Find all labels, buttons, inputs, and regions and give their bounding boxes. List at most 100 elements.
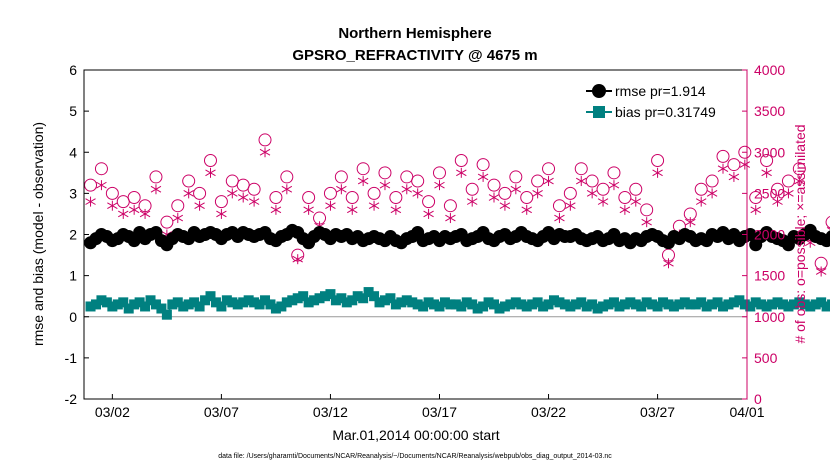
obs-assimilated-point: [336, 184, 347, 195]
obs-assimilated-point: [150, 184, 162, 195]
obs-assimilated-point: [390, 204, 402, 215]
bias-point: [210, 297, 221, 308]
obs-assimilated-point: [652, 167, 663, 178]
y-axis-left: -2 -1 0 1 2 3 4 5 6: [65, 62, 89, 407]
bias-point: [167, 299, 178, 310]
obs-assimilated-point: [641, 217, 652, 228]
bias-point: [401, 295, 412, 306]
obs-assimilated-point: [412, 188, 423, 199]
bias-point: [325, 289, 336, 300]
bias-point: [434, 301, 445, 312]
obs-possible-point: [367, 186, 381, 200]
bias-point: [461, 297, 472, 308]
bias-point: [292, 293, 303, 304]
y-tick-label: 0: [69, 309, 77, 325]
bias-point: [821, 301, 830, 312]
bias-point: [489, 299, 500, 310]
bias-point: [565, 301, 576, 312]
bias-point: [232, 299, 243, 310]
x-tick-label: 03/07: [204, 404, 239, 420]
bias-point: [603, 299, 614, 310]
obs-assimilated-point: [281, 184, 293, 195]
bias-point: [390, 299, 401, 310]
obs-possible-point: [411, 174, 425, 188]
bias-point: [794, 297, 805, 308]
bias-point: [745, 301, 756, 312]
bias-point: [570, 299, 581, 310]
bias-point: [249, 297, 260, 308]
obs-possible-point: [574, 162, 588, 176]
obs-possible-point: [727, 158, 741, 172]
x-axis-label: Mar.01,2014 00:00:00 start: [332, 427, 499, 443]
bias-point: [341, 297, 352, 308]
legend-bias-marker: [593, 106, 605, 118]
obs-assimilated-point: [128, 204, 140, 215]
obs-assimilated-point: [183, 188, 194, 199]
obs-possible-point: [476, 158, 490, 172]
legend-rmse-label: rmse pr=1.914: [615, 83, 706, 99]
bias-point: [810, 299, 821, 310]
obs-assimilated-point: [772, 196, 783, 207]
y2-tick-label: 2000: [754, 227, 785, 243]
obs-possible-point: [214, 195, 228, 209]
bias-point: [532, 297, 543, 308]
bias-point: [685, 299, 696, 310]
obs-assimilated-point: [401, 184, 413, 195]
y2-tick-label: 500: [754, 350, 778, 366]
obs-possible-point: [432, 166, 446, 180]
bias-point: [330, 295, 341, 306]
y-axis-label: rmse and bias (model - observation): [30, 122, 46, 346]
obs-possible-point: [694, 182, 708, 196]
bias-point: [445, 299, 456, 310]
y2-tick-label: 4000: [754, 62, 785, 78]
y2-tick-label: 2500: [754, 185, 785, 201]
bias-point: [510, 297, 521, 308]
obs-possible-point: [487, 178, 501, 192]
x-tick-label: 03/22: [531, 404, 566, 420]
obs-assimilated-point: [237, 192, 249, 203]
bias-point: [314, 293, 325, 304]
obs-assimilated-point: [445, 213, 456, 224]
obs-possible-point: [716, 149, 730, 163]
obs-assimilated-point: [466, 196, 478, 207]
y2-tick-label: 3000: [754, 144, 785, 160]
bias-series: [85, 287, 830, 320]
bias-point: [150, 299, 161, 310]
obs-assimilated-point: [303, 204, 314, 215]
bias-point: [281, 297, 292, 308]
bias-point: [805, 301, 816, 312]
obs-assimilated-point: [783, 188, 794, 199]
obs-possible-point: [520, 190, 534, 204]
obs-assimilated-point: [543, 176, 554, 187]
bias-point: [379, 295, 390, 306]
obs-possible-point: [771, 182, 785, 196]
bias-point: [287, 295, 298, 306]
bias-point: [658, 297, 669, 308]
obs-assimilated-point: [815, 266, 827, 277]
obs-assimilated-point: [685, 217, 696, 228]
bias-point: [439, 297, 450, 308]
obs-possible-point: [302, 190, 316, 204]
bias-point: [739, 299, 750, 310]
bias-point: [140, 301, 151, 312]
bias-point: [385, 293, 396, 304]
bias-point: [412, 299, 423, 310]
obs-assimilated-point: [118, 208, 129, 219]
bias-point: [614, 301, 625, 312]
bias-point: [592, 303, 603, 314]
bias-point: [298, 291, 309, 302]
y-tick-label: 4: [69, 144, 77, 160]
obs-possible-point: [749, 190, 763, 204]
obs-possible-point: [738, 145, 752, 159]
obs-possible-point: [552, 199, 566, 213]
bias-point: [161, 309, 172, 320]
bias-point: [548, 295, 559, 306]
bias-point: [663, 299, 674, 310]
obs-assimilated-point: [423, 208, 434, 219]
obs-possible-point: [705, 174, 719, 188]
bias-point: [396, 297, 407, 308]
bias-point: [767, 299, 778, 310]
y-axis-right: 0 500 1000 1500 2000 2500 3000 3500 4000: [742, 62, 785, 407]
obs-possible-point: [792, 162, 806, 176]
